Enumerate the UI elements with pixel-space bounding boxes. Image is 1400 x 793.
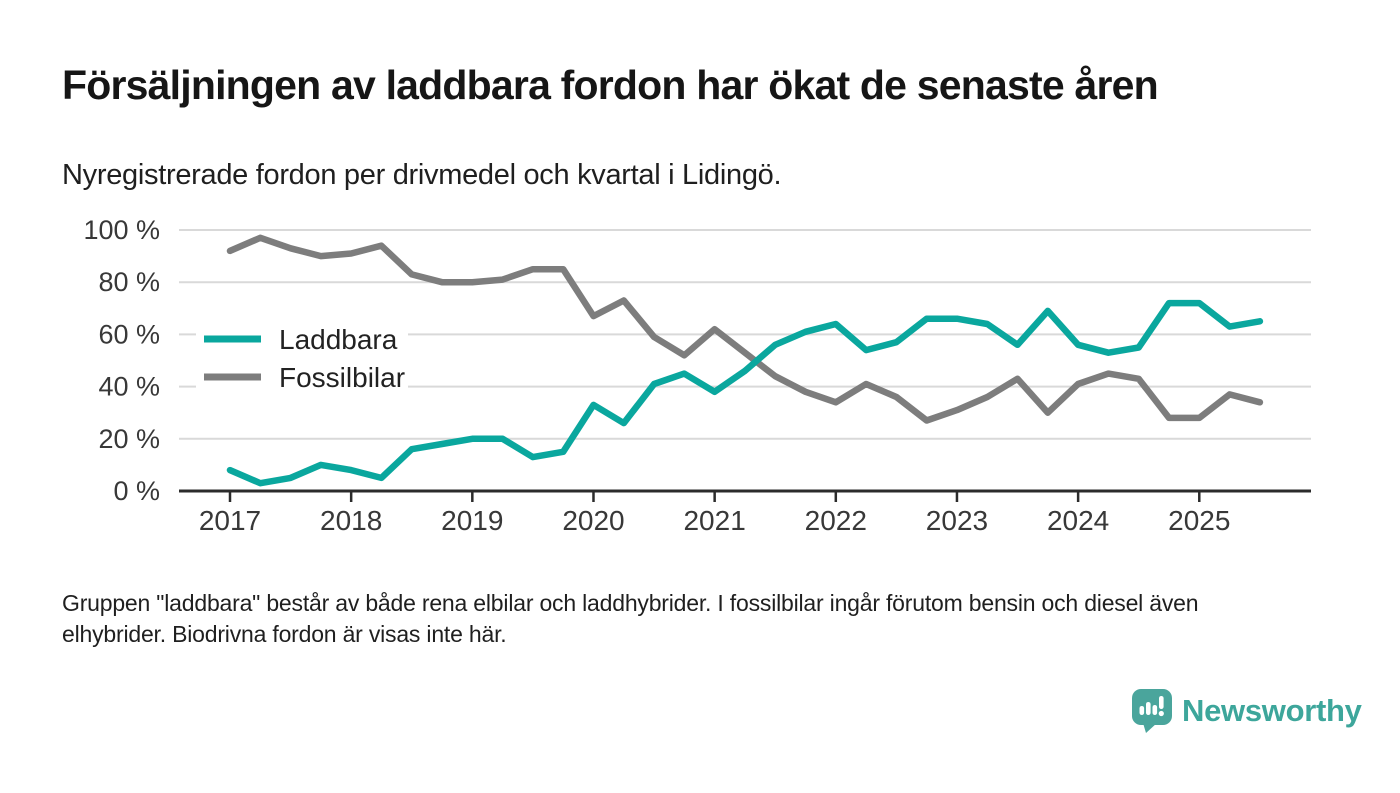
x-axis-tick-label: 2020 <box>562 505 624 536</box>
logo-bar-2 <box>1146 702 1151 715</box>
page-title: Försäljningen av laddbara fordon har öka… <box>62 62 1159 108</box>
x-axis-tick-label: 2017 <box>199 505 261 536</box>
footnote-line-2: elhybrider. Biodrivna fordon är visas in… <box>62 621 507 647</box>
newsworthy-logo: Newsworthy <box>1131 688 1362 734</box>
y-axis-tick-label: 80 % <box>98 267 160 297</box>
x-axis-tick-label: 2023 <box>926 505 988 536</box>
x-axis-tick-label: 2018 <box>320 505 382 536</box>
newsworthy-icon <box>1132 689 1172 733</box>
logo-bubble-tail <box>1143 723 1157 733</box>
footnote-line-1: Gruppen "laddbara" består av både rena e… <box>62 590 1199 616</box>
logo-exclamation-dot <box>1158 710 1164 717</box>
logo-exclamation-bar <box>1159 696 1164 709</box>
chart-subtitle: Nyregistrerade fordon per drivmedel och … <box>62 159 782 191</box>
series-line-fossilbilar <box>226 234 1264 424</box>
y-axis-tick-label: 60 % <box>98 319 160 349</box>
x-axis-tick-label: 2019 <box>441 505 503 536</box>
line-chart: 0 % 20 % 40 % 60 % 80 % 100 % 2017 2018 2019 2020… <box>83 215 1311 536</box>
y-axis-tick-label: 40 % <box>98 372 160 402</box>
logo-bar-1 <box>1139 706 1145 715</box>
x-axis-tick-label: 2021 <box>683 505 745 536</box>
y-axis-tick-label: 100 % <box>83 215 160 245</box>
footnote: Gruppen "laddbara" består av både rena e… <box>62 588 1199 650</box>
series-line-laddbara <box>226 299 1264 487</box>
legend-label-laddbara: Laddbara <box>279 324 398 355</box>
legend-label-fossilbilar: Fossilbilar <box>279 362 405 393</box>
logo-bubble <box>1132 689 1172 725</box>
y-axis-tick-label: 20 % <box>98 424 160 454</box>
newsworthy-wordmark: Newsworthy <box>1182 693 1362 728</box>
y-axis-tick-label: 0 % <box>113 476 160 506</box>
x-axis-tick-label: 2025 <box>1168 505 1230 536</box>
x-axis-tick-label: 2022 <box>805 505 867 536</box>
x-axis-tick-label: 2024 <box>1047 505 1109 536</box>
logo-bar-3 <box>1152 705 1158 715</box>
